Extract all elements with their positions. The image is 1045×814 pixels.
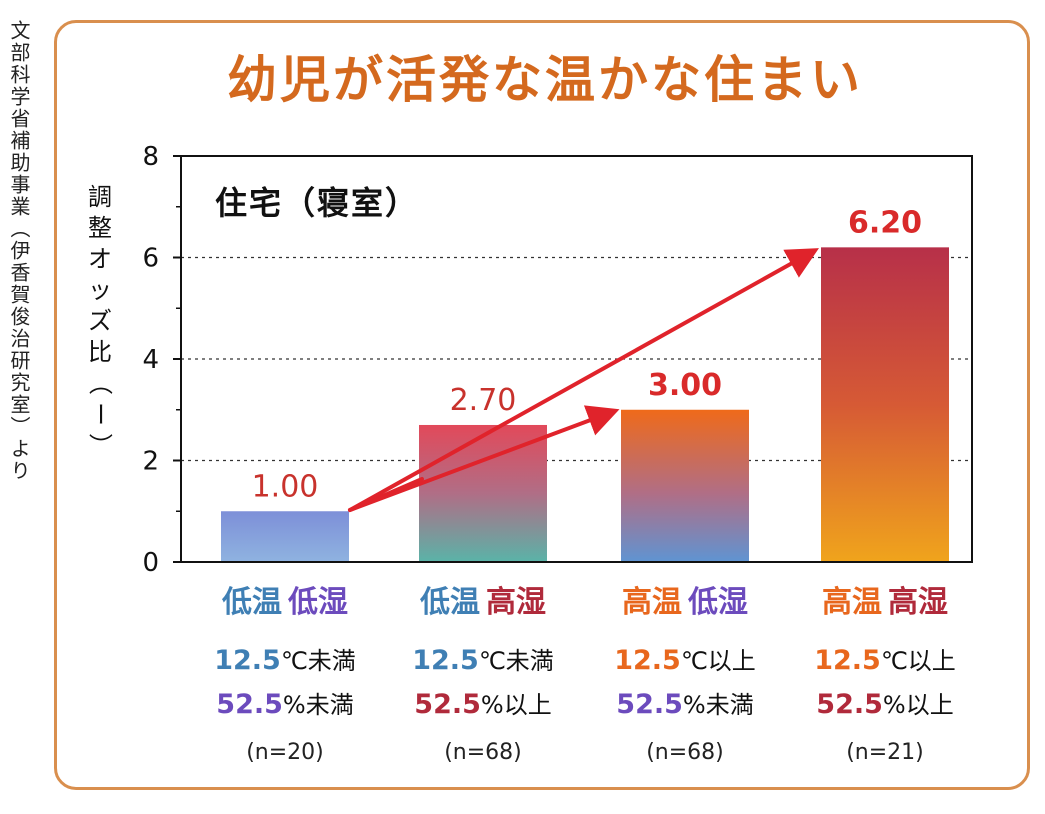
sample-size-label: (n=21) (846, 740, 924, 765)
y-axis-label-char: 比 (88, 338, 112, 366)
y-tick-label: 6 (142, 244, 159, 274)
source-note: 文部科学省補助事業（伊香賀俊治研究室）より (7, 20, 31, 482)
trend-arrow (348, 248, 819, 512)
category-temp-word: 高温 (822, 585, 882, 620)
category-humidity-word: 低湿 (687, 585, 748, 620)
y-axis-ticks: 0 2 4 6 8 (142, 142, 181, 578)
category-label: 低温 低湿 (221, 585, 348, 620)
humidity-condition: 52.5%未満 (616, 689, 753, 720)
humidity-condition-text: %以上 (883, 691, 954, 719)
y-axis-label-char: ー (86, 402, 114, 426)
temperature-value: 12.5 (412, 645, 479, 676)
temperature-condition: 12.5℃未満 (412, 645, 554, 676)
y-axis-label-char: ッ (88, 276, 112, 304)
humidity-condition-text: %以上 (481, 691, 552, 719)
humidity-value: 52.5 (616, 689, 683, 720)
chart-subtitle: 住宅（寝室） (215, 184, 419, 222)
chart-title: 幼児が活発な温かな住まい (227, 50, 863, 109)
bars (221, 247, 949, 562)
temperature-condition: 12.5℃未満 (214, 645, 356, 676)
arrows (348, 248, 819, 512)
temperature-value: 12.5 (814, 645, 881, 676)
y-tick-label: 0 (142, 548, 159, 578)
category-temp-word: 低温 (221, 585, 282, 620)
category-temp-word: 高温 (622, 585, 682, 620)
sample-size-label: (n=20) (246, 740, 324, 765)
y-tick-label: 2 (142, 447, 159, 477)
category-humidity-word: 高湿 (888, 585, 948, 620)
humidity-value: 52.5 (414, 689, 481, 720)
category-label: 高温 高湿 (822, 585, 948, 620)
bar-3 (621, 409, 749, 562)
humidity-condition-text: %未満 (283, 691, 354, 719)
temperature-condition-text: ℃以上 (881, 647, 956, 675)
humidity-value: 52.5 (216, 689, 283, 720)
trend-arrow (348, 405, 620, 512)
humidity-condition: 52.5%以上 (816, 689, 953, 720)
y-axis-label-char: ） (86, 433, 114, 457)
value-label: 2.70 (450, 383, 517, 418)
y-axis-label-char: 調 (88, 183, 112, 211)
temperature-condition-text: ℃未満 (479, 647, 554, 675)
y-axis-label-char: （ (86, 371, 114, 395)
category-label: 高温 低湿 (622, 585, 748, 620)
humidity-condition-text: %未満 (683, 691, 754, 719)
humidity-condition: 52.5%未満 (216, 689, 353, 720)
category-humidity-word: 低湿 (287, 585, 348, 620)
temperature-condition: 12.5℃以上 (814, 645, 956, 676)
category-label: 低温 高湿 (419, 585, 546, 620)
y-axis-label-char: オ (88, 245, 112, 273)
temperature-value: 12.5 (214, 645, 281, 676)
sample-size-label: (n=68) (646, 740, 724, 765)
temperature-value: 12.5 (614, 645, 681, 676)
y-tick-label: 4 (142, 345, 159, 375)
sample-size-label: (n=68) (444, 740, 522, 765)
value-label: 1.00 (252, 469, 319, 504)
value-label: 3.00 (648, 368, 722, 403)
bar-1 (221, 511, 349, 562)
category-temp-word: 低温 (419, 585, 480, 620)
temperature-condition-text: ℃未満 (281, 647, 356, 675)
humidity-condition: 52.5%以上 (414, 689, 551, 720)
temperature-condition: 12.5℃以上 (614, 645, 756, 676)
value-label: 6.20 (848, 205, 922, 240)
temperature-condition-text: ℃以上 (681, 647, 756, 675)
value-labels: 1.00 2.70 3.00 6.20 (252, 205, 922, 504)
y-axis-label-char: ズ (88, 307, 112, 335)
bar-4 (821, 247, 949, 562)
y-axis-label-char: 整 (88, 214, 112, 242)
y-tick-label: 8 (142, 142, 159, 172)
humidity-value: 52.5 (816, 689, 883, 720)
category-humidity-word: 高湿 (486, 585, 546, 620)
bar-2 (419, 424, 547, 562)
